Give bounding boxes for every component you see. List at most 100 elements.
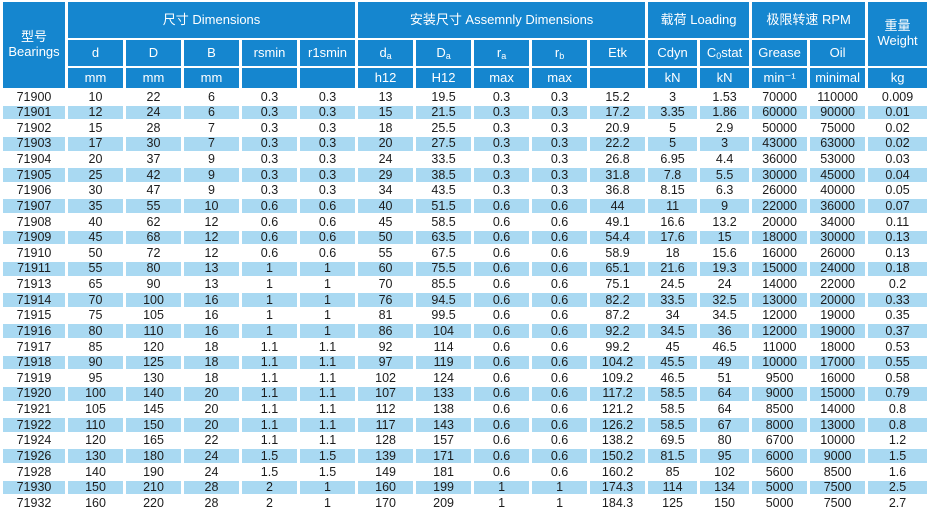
value-cell: 65.1 xyxy=(590,261,646,276)
value-cell: 0.6 xyxy=(474,324,530,338)
value-cell: 55 xyxy=(68,261,123,276)
value-cell: 128 xyxy=(358,433,414,448)
value-cell: 0.58 xyxy=(868,371,927,385)
value-cell: 22 xyxy=(126,90,181,104)
unit-cell-ra: max xyxy=(474,68,530,88)
value-cell: 8.15 xyxy=(648,183,698,198)
value-cell: 34.5 xyxy=(700,308,750,323)
value-cell: 1 xyxy=(300,261,356,276)
value-cell: 2.5 xyxy=(868,480,927,495)
value-cell: 16 xyxy=(184,324,239,338)
value-cell: 9 xyxy=(700,199,750,213)
value-cell: 49.1 xyxy=(590,215,646,229)
value-cell: 85 xyxy=(68,340,123,354)
value-cell: 6700 xyxy=(752,433,808,448)
value-cell: 1.86 xyxy=(700,105,750,120)
table-header: 型号 Bearings 尺寸 Dimensions 安装尺寸 Assemnly … xyxy=(3,2,927,88)
value-cell: 70 xyxy=(68,293,123,307)
value-cell: 18 xyxy=(184,340,239,354)
value-cell: 0.13 xyxy=(868,230,927,245)
value-cell: 1 xyxy=(242,277,297,292)
value-cell: 24 xyxy=(184,449,239,463)
value-cell: 16000 xyxy=(752,246,808,260)
value-cell: 15.2 xyxy=(590,90,646,104)
value-cell: 117.2 xyxy=(590,386,646,401)
value-cell: 0.07 xyxy=(868,199,927,213)
value-cell: 18 xyxy=(648,246,698,260)
value-cell: 0.6 xyxy=(242,199,297,213)
value-cell: 55 xyxy=(358,246,414,260)
col-header-rb: rb xyxy=(532,40,588,66)
value-cell: 1 xyxy=(532,496,588,510)
value-cell: 10 xyxy=(184,199,239,213)
value-cell: 0.6 xyxy=(300,199,356,213)
bearing-model-cell: 71914 xyxy=(3,293,65,307)
col-header-cdyn: Cdyn xyxy=(648,40,698,66)
value-cell: 150 xyxy=(700,496,750,510)
value-cell: 30 xyxy=(126,136,181,151)
table-row: 71900 10 22 6 0.3 0.3 13 19.5 0.3 0.3 15.2 3 1.53 700… xyxy=(3,90,927,104)
value-cell: 24 xyxy=(184,465,239,479)
value-cell: 120 xyxy=(68,433,123,448)
value-cell: 75.1 xyxy=(590,277,646,292)
unit-cell-D: mm xyxy=(126,68,181,88)
value-cell: 0.04 xyxy=(868,168,927,182)
value-cell: 0.6 xyxy=(474,465,530,479)
value-cell: 10 xyxy=(68,90,123,104)
table-row: 71921 105 145 20 1.1 1.1 112 138 0.6 0.6 121.2 58.5… xyxy=(3,402,927,417)
value-cell: 114 xyxy=(648,480,698,495)
value-cell: 76 xyxy=(358,293,414,307)
value-cell: 1 xyxy=(532,480,588,495)
value-cell: 17000 xyxy=(810,355,866,370)
value-cell: 46.5 xyxy=(648,371,698,385)
value-cell: 0.3 xyxy=(242,183,297,198)
value-cell: 43.5 xyxy=(416,183,472,198)
value-cell: 50 xyxy=(358,230,414,245)
value-cell: 69.5 xyxy=(648,433,698,448)
table-row: 71906 30 47 9 0.3 0.3 34 43.5 0.3 0.3 36.8 8.15 6.3 2… xyxy=(3,183,927,198)
value-cell: 46.5 xyxy=(700,340,750,354)
value-cell: 92 xyxy=(358,340,414,354)
value-cell: 33.5 xyxy=(416,152,472,167)
value-cell: 184.3 xyxy=(590,496,646,510)
bearing-model-cell: 71928 xyxy=(3,465,65,479)
value-cell: 0.3 xyxy=(474,168,530,182)
value-cell: 0.6 xyxy=(474,215,530,229)
value-cell: 6.95 xyxy=(648,152,698,167)
value-cell: 9500 xyxy=(752,371,808,385)
value-cell: 40000 xyxy=(810,183,866,198)
value-cell: 95 xyxy=(700,449,750,463)
value-cell: 140 xyxy=(126,386,181,401)
bearing-model-cell: 71932 xyxy=(3,496,65,510)
value-cell: 0.02 xyxy=(868,121,927,135)
col-header-r1smin: r1smin xyxy=(300,40,356,66)
value-cell: 1 xyxy=(300,496,356,510)
value-cell: 0.3 xyxy=(474,152,530,167)
value-cell: 29 xyxy=(358,168,414,182)
value-cell: 3 xyxy=(700,136,750,151)
value-cell: 0.6 xyxy=(474,293,530,307)
value-cell: 60000 xyxy=(752,105,808,120)
value-cell: 12000 xyxy=(752,324,808,338)
value-cell: 10000 xyxy=(752,355,808,370)
value-cell: 220 xyxy=(126,496,181,510)
value-cell: 22.2 xyxy=(590,136,646,151)
value-cell: 0.6 xyxy=(532,230,588,245)
value-cell: 20 xyxy=(184,418,239,432)
value-cell: 0.6 xyxy=(474,449,530,463)
value-cell: 0.6 xyxy=(242,246,297,260)
group-header-rpm: 极限转速 RPM xyxy=(752,2,866,38)
value-cell: 1.6 xyxy=(868,465,927,479)
value-cell: 99.2 xyxy=(590,340,646,354)
value-cell: 0.3 xyxy=(300,136,356,151)
table-row: 71903 17 30 7 0.3 0.3 20 27.5 0.3 0.3 22.2 5 3 43000 6… xyxy=(3,136,927,151)
value-cell: 0.6 xyxy=(532,308,588,323)
value-cell: 7.8 xyxy=(648,168,698,182)
value-cell: 1 xyxy=(242,261,297,276)
value-cell: 0.6 xyxy=(532,277,588,292)
value-cell: 149 xyxy=(358,465,414,479)
value-cell: 0.6 xyxy=(532,402,588,417)
value-cell: 0.11 xyxy=(868,215,927,229)
value-cell: 0.8 xyxy=(868,418,927,432)
